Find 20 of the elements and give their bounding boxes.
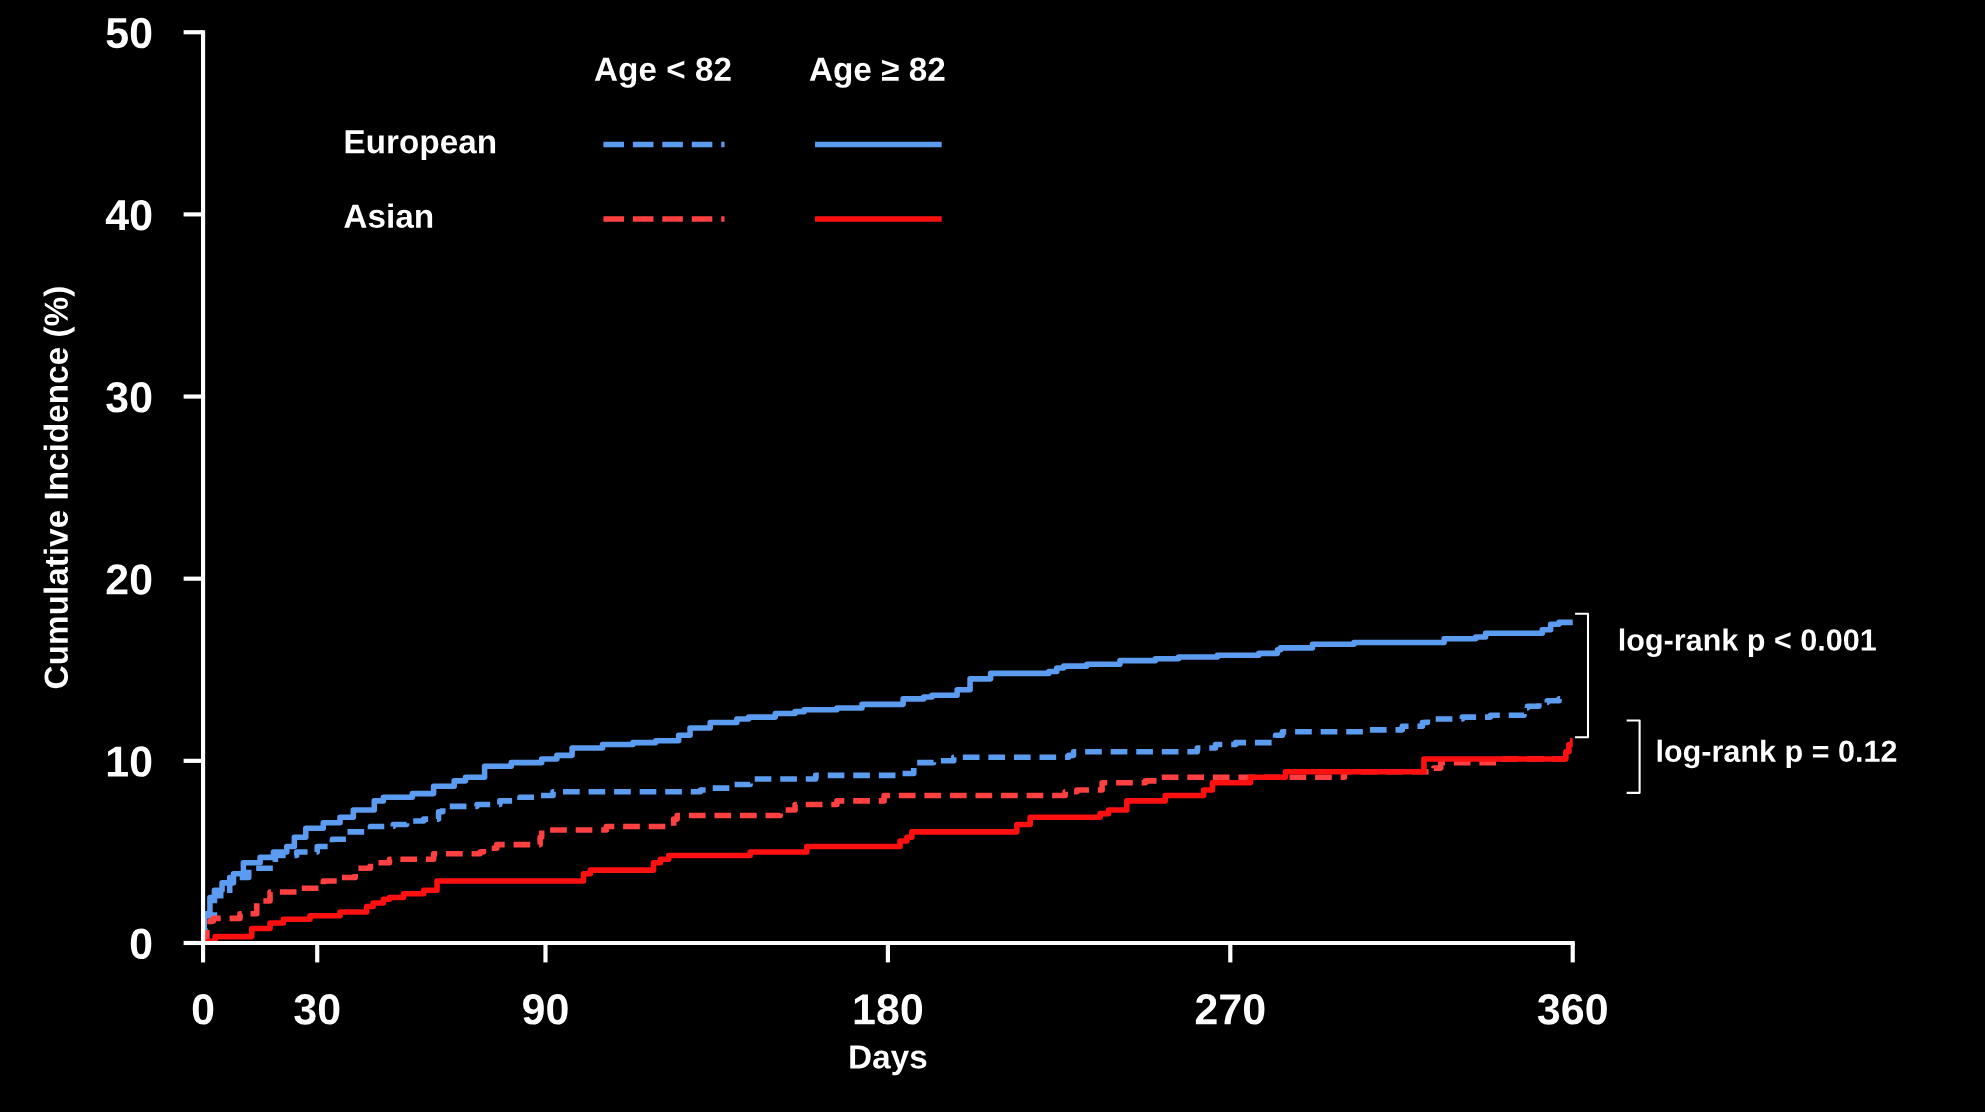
y-axis-title: Cumulative Incidence (%) [43,287,75,689]
y-tick-label: 0 [130,928,152,959]
x-tick-label: 90 [523,994,568,1025]
y-tick-label: 50 [106,17,152,49]
annotation: Age < 82 [594,57,731,88]
annotation: European [345,130,496,161]
y-tick-label: 40 [105,199,152,231]
y-tick-label: 20 [106,564,152,595]
x-tick-label: 180 [854,994,923,1025]
y-tick-label: 30 [106,382,152,413]
text: log-rank p < 0.001 [1619,628,1876,658]
annotation: Asian [344,203,433,229]
x-axis-title: Days [850,1045,927,1076]
x-tick-label: 270 [1195,994,1265,1025]
y-tick-label: 10 [107,746,152,777]
x-tick-label: 360 [1537,994,1607,1025]
annotation: Age ≥ 82 [809,57,945,88]
x-tick-label: 30 [294,994,340,1025]
text: log-rank p = 0.12 [1657,739,1897,769]
x-tick-label: 0 [192,994,214,1025]
